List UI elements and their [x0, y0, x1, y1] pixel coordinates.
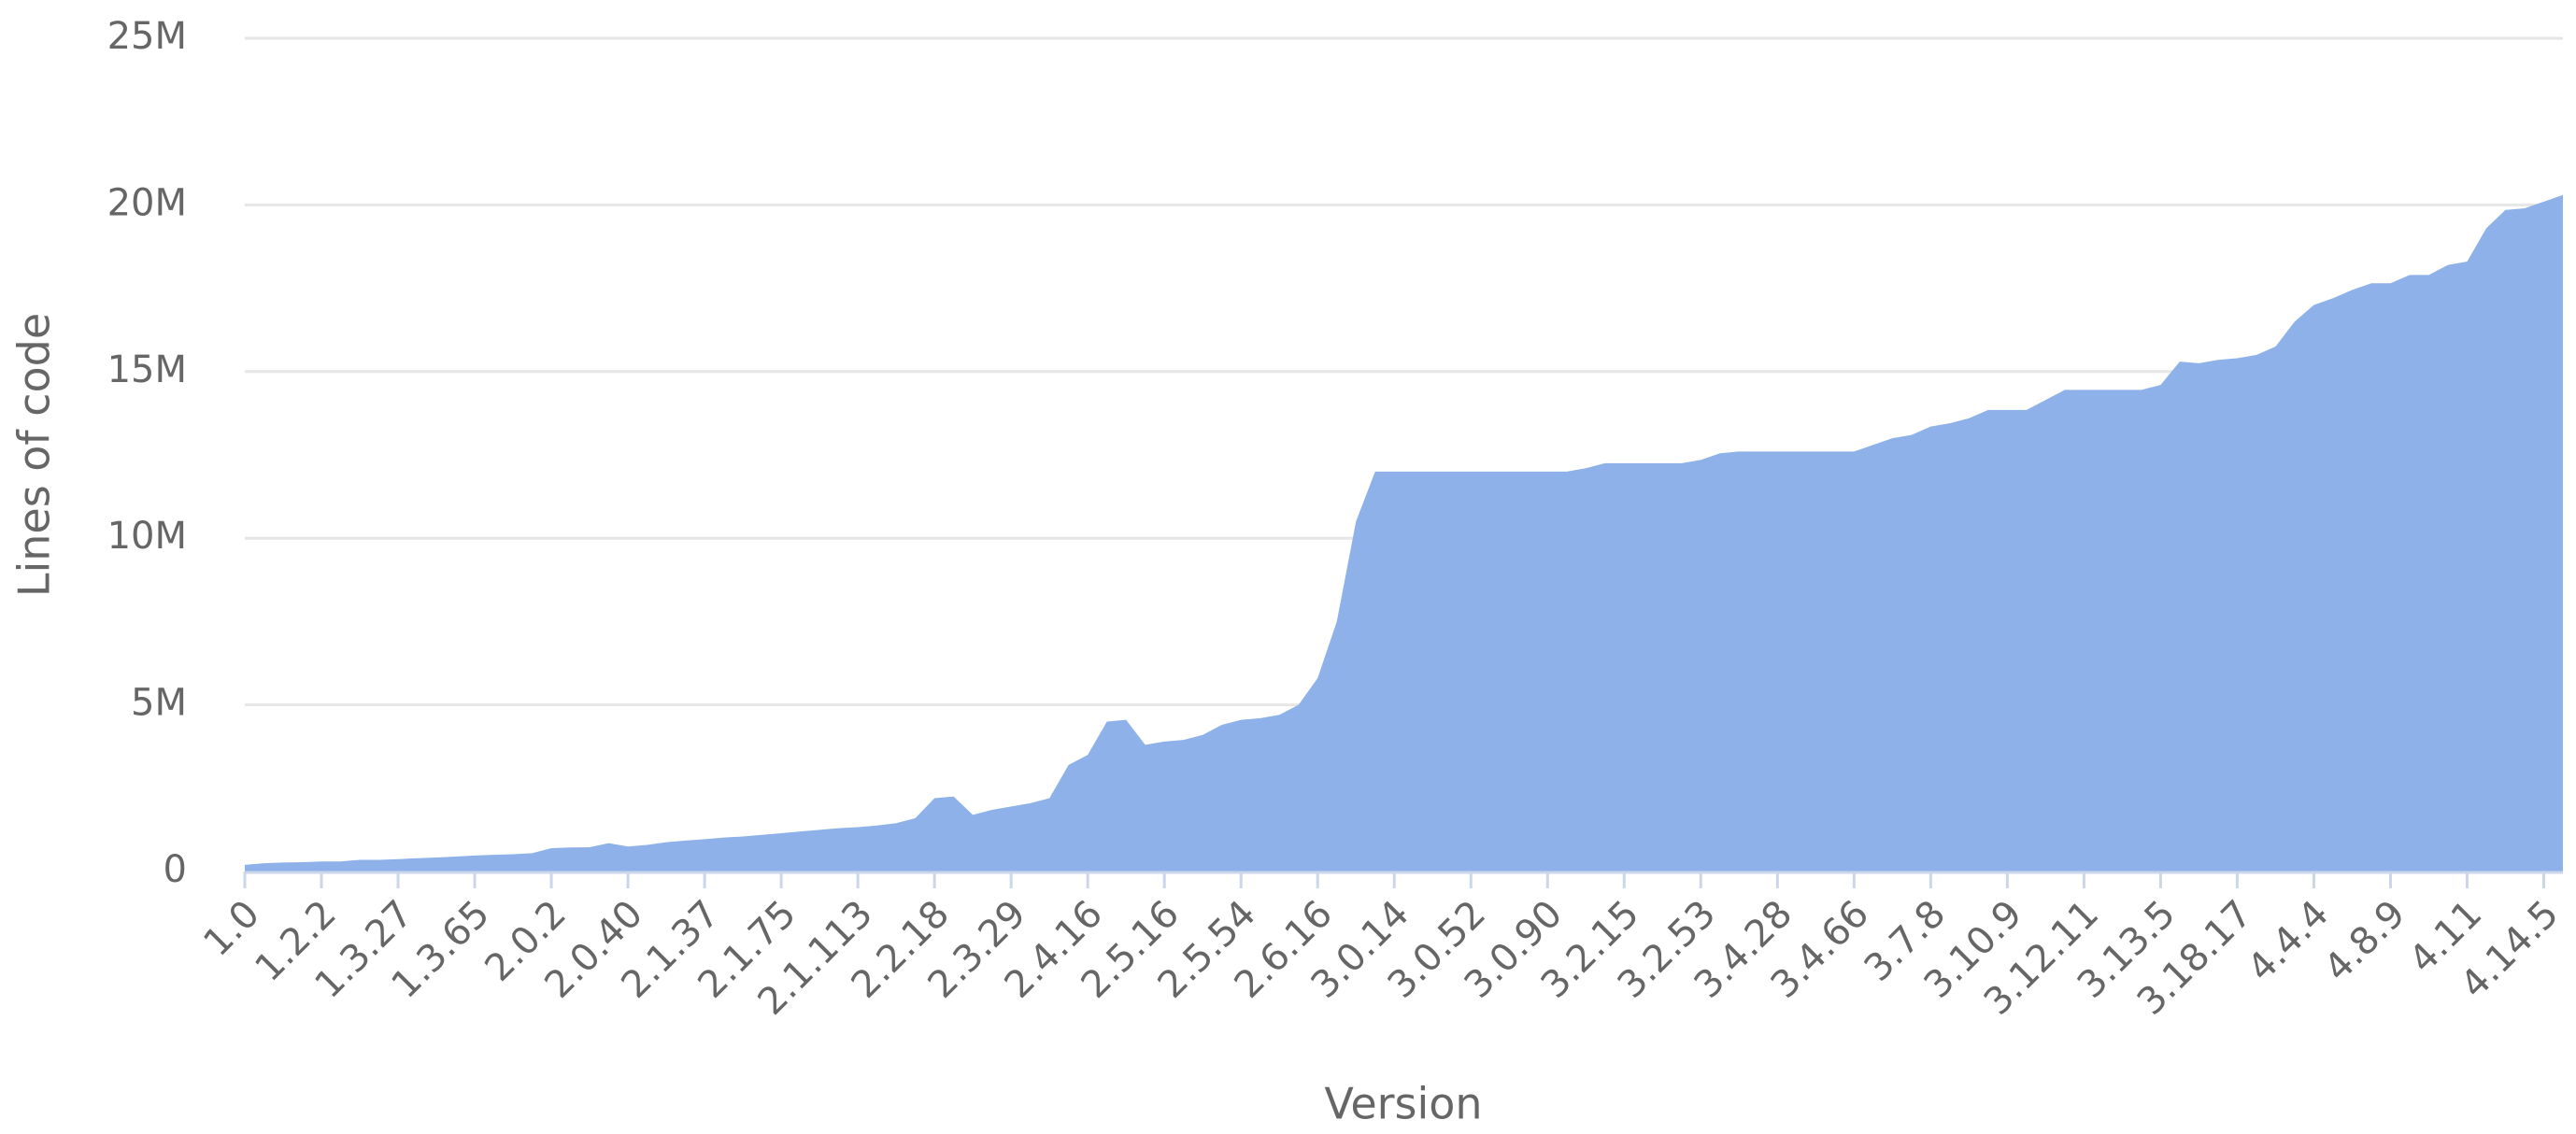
y-tick-label: 0 [164, 848, 187, 891]
y-axis-title: Lines of code [9, 313, 60, 597]
y-tick-label: 25M [107, 15, 187, 58]
x-axis-title: Version [1324, 1079, 1482, 1129]
area [245, 194, 2563, 872]
y-tick-label: 20M [107, 181, 187, 224]
x-tick-label: 4.8.9 [2316, 892, 2413, 989]
x-tick-label: 4.4.4 [2240, 892, 2337, 989]
y-tick-label: 15M [107, 348, 187, 391]
y-tick-label: 5M [131, 682, 187, 725]
y-tick-label: 10M [107, 515, 187, 558]
